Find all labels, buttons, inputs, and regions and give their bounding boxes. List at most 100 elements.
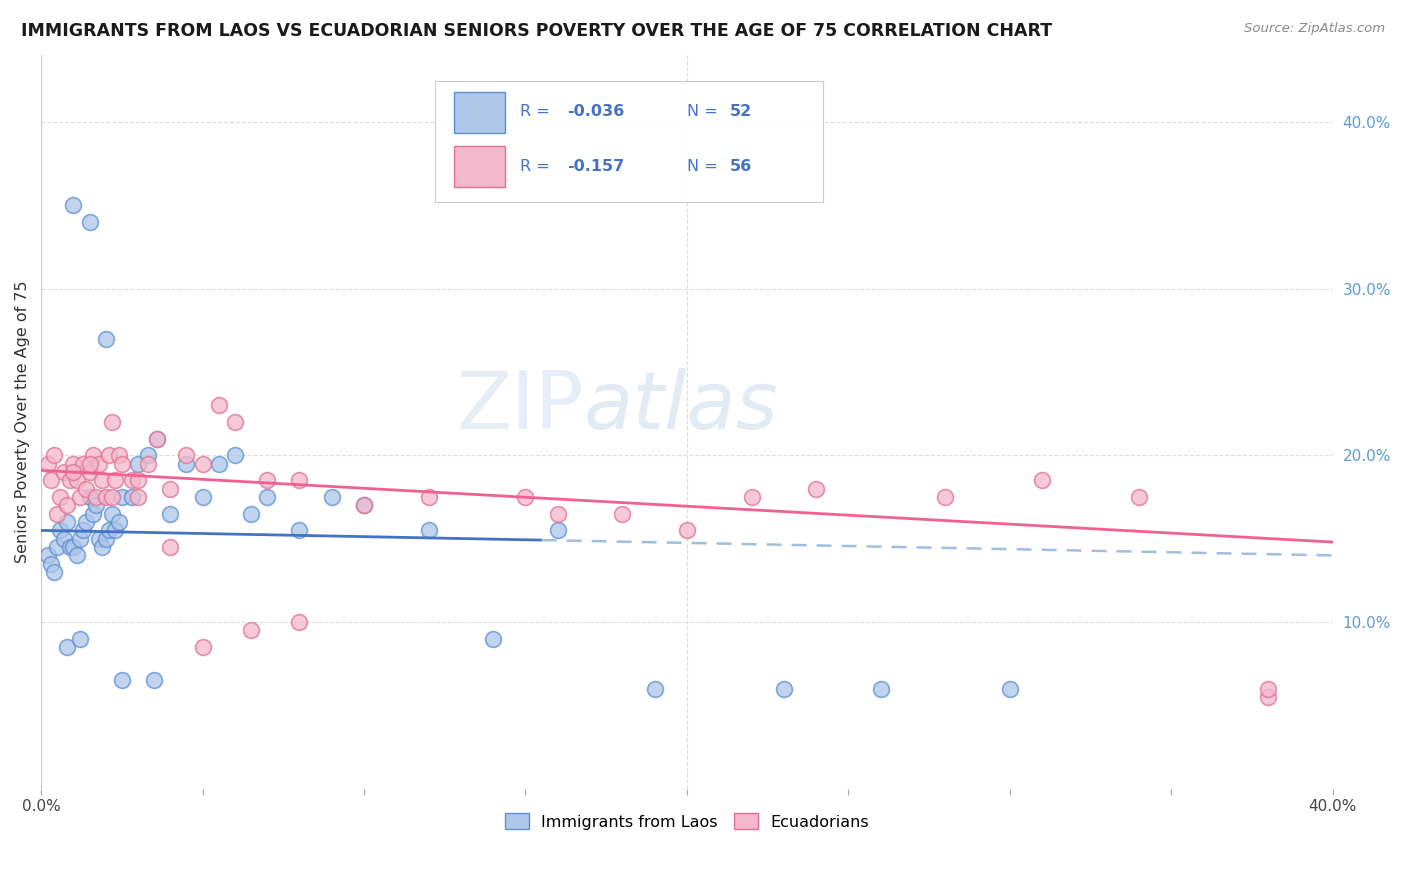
Point [62,198,84,212]
Text: atlas: atlas [583,368,779,446]
Point [121,474,143,488]
Point [69,532,91,546]
Point [159,482,181,496]
Point [49,490,72,504]
Point [256,474,278,488]
Point [104,524,127,538]
Point [79,490,101,504]
Point [224,415,246,429]
Point [94,490,117,504]
Point [482,632,505,646]
Point [89,532,111,546]
Point [79,465,101,479]
Point [741,490,763,504]
Point [804,482,827,496]
Point [66,474,89,488]
Point [82,448,104,462]
Point [176,457,198,471]
Point [69,632,91,646]
Point [612,507,634,521]
Text: Source: ZipAtlas.com: Source: ZipAtlas.com [1244,22,1385,36]
Point [62,457,84,471]
Point [256,490,278,504]
Point [66,549,89,563]
Point [59,540,82,554]
Point [1128,490,1150,504]
Point [1031,474,1053,488]
Text: ZIP: ZIP [456,368,583,446]
Point [208,398,231,412]
Point [56,640,79,654]
Point [869,681,891,696]
Point [94,332,117,346]
Point [143,673,166,688]
Point [39,474,62,488]
Point [94,532,117,546]
Point [39,557,62,571]
Text: IMMIGRANTS FROM LAOS VS ECUADORIAN SENIORS POVERTY OVER THE AGE OF 75 CORRELATIO: IMMIGRANTS FROM LAOS VS ECUADORIAN SENIO… [21,22,1052,40]
Point [101,415,124,429]
Point [127,457,149,471]
Point [62,465,84,479]
Point [191,490,214,504]
Point [101,507,124,521]
Point [998,681,1021,696]
Point [127,474,149,488]
Point [91,474,114,488]
Point [240,507,263,521]
Point [89,457,111,471]
Point [353,499,375,513]
Point [104,474,127,488]
Point [159,507,181,521]
Point [79,215,101,229]
Point [191,640,214,654]
Point [111,490,134,504]
Point [191,457,214,471]
Point [69,490,91,504]
Point [418,490,440,504]
Point [75,482,97,496]
Point [49,524,72,538]
Point [101,490,124,504]
Point [107,448,129,462]
Point [52,465,75,479]
Point [224,448,246,462]
Point [42,448,65,462]
Point [84,499,107,513]
Point [111,457,134,471]
Point [288,524,311,538]
Point [42,565,65,579]
Point [121,490,143,504]
Point [353,499,375,513]
Point [72,457,94,471]
Legend: Immigrants from Laos, Ecuadorians: Immigrants from Laos, Ecuadorians [498,806,876,836]
Point [37,457,59,471]
Point [79,457,101,471]
Point [136,457,159,471]
Point [111,673,134,688]
Point [1257,690,1279,705]
Point [46,507,69,521]
Point [772,681,794,696]
Point [159,540,181,554]
Point [136,448,159,462]
Point [934,490,956,504]
Point [59,474,82,488]
Point [56,499,79,513]
Point [321,490,343,504]
Point [288,474,311,488]
Point [72,524,94,538]
Point [515,490,537,504]
Point [127,490,149,504]
Y-axis label: Seniors Poverty Over the Age of 75: Seniors Poverty Over the Age of 75 [15,281,30,564]
Point [107,515,129,529]
Point [547,524,569,538]
Point [91,540,114,554]
Point [46,540,69,554]
Point [208,457,231,471]
Point [97,448,120,462]
Point [1257,681,1279,696]
Point [37,549,59,563]
Point [52,532,75,546]
Point [75,515,97,529]
